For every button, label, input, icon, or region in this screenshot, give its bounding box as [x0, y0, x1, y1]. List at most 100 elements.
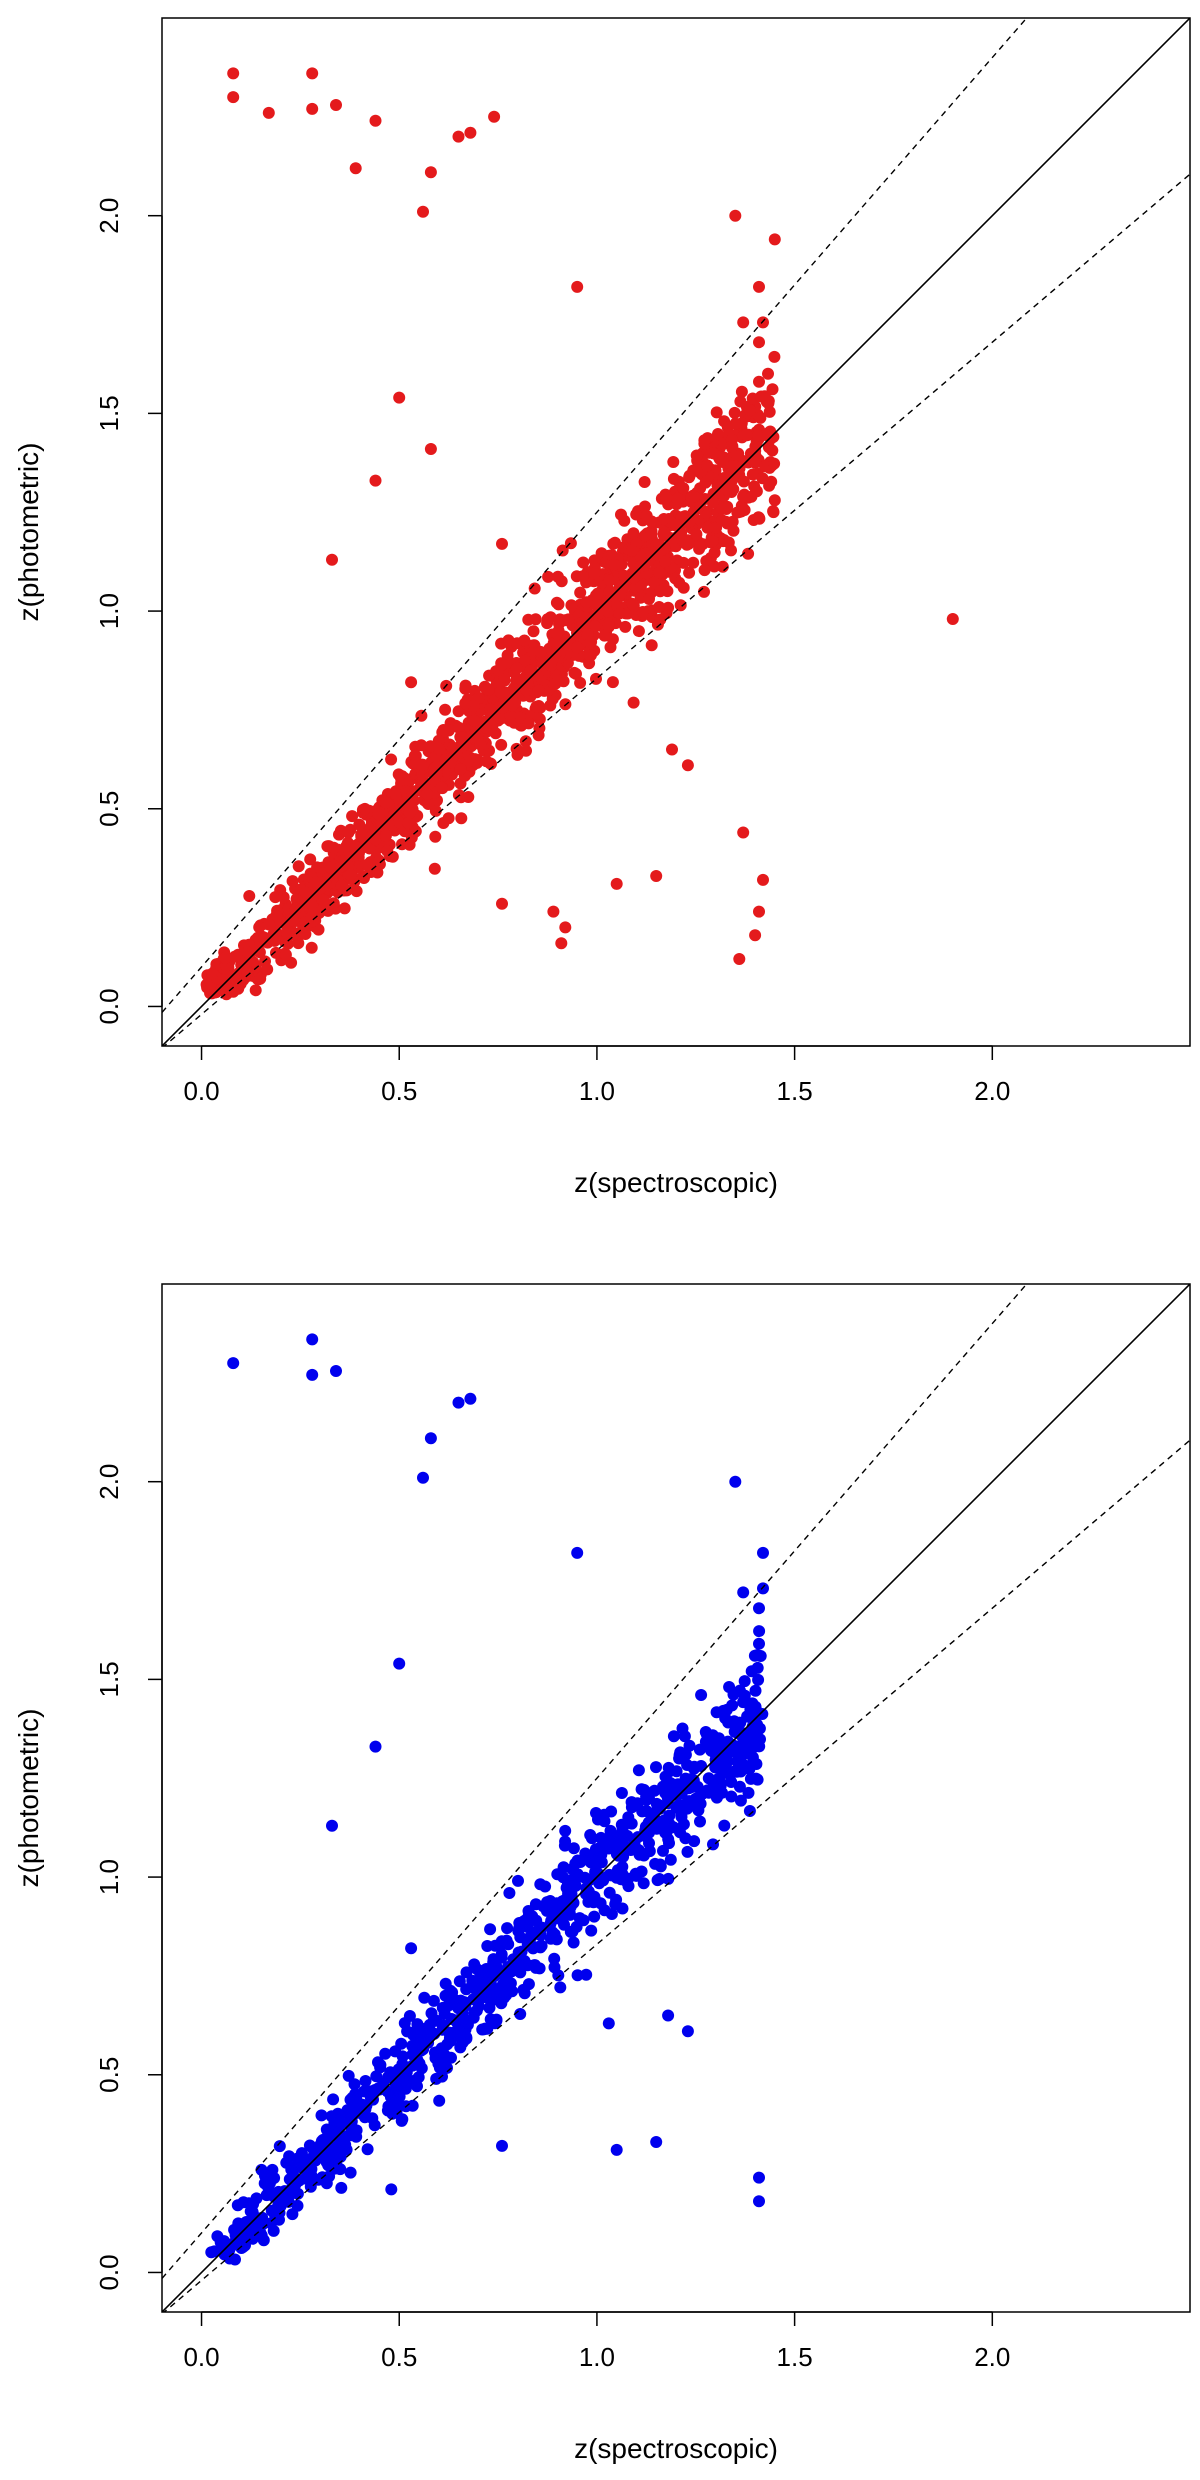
- data-point: [748, 1649, 761, 1662]
- data-point: [317, 894, 330, 906]
- data-point: [219, 952, 232, 964]
- data-point: [444, 2028, 457, 2041]
- data-point: [576, 570, 589, 583]
- data-point: [335, 2181, 348, 2194]
- data-point: [667, 472, 680, 485]
- data-point: [530, 700, 543, 713]
- data-point: [737, 1696, 750, 1709]
- y-axis-label-bottom: z(photometric): [13, 1709, 44, 1888]
- data-point: [749, 440, 762, 453]
- data-point: [512, 1874, 524, 1887]
- data-point: [327, 841, 340, 854]
- data-point: [327, 2093, 340, 2106]
- data-point: [272, 2185, 285, 2198]
- data-point: [727, 524, 740, 537]
- data-point: [522, 717, 535, 730]
- lower-dashed-line: [163, 173, 1190, 1046]
- upper-dashed-line: [162, 1284, 1028, 2279]
- data-point: [615, 1787, 628, 1799]
- data-point: [699, 1735, 712, 1748]
- data-point: [309, 876, 322, 889]
- data-point: [755, 390, 768, 403]
- data-point: [664, 1853, 677, 1866]
- data-point: [299, 886, 312, 899]
- data-point: [406, 2039, 419, 2052]
- data-point: [630, 508, 643, 521]
- data-point: [460, 1966, 473, 1979]
- data-point: [632, 1764, 645, 1777]
- data-point: [518, 634, 531, 647]
- data-point: [273, 2206, 286, 2219]
- data-point: [734, 1794, 747, 1807]
- data-point: [667, 456, 680, 468]
- data-point: [604, 641, 617, 654]
- data-point: [706, 535, 719, 548]
- data-point: [743, 1805, 756, 1817]
- data-point: [435, 781, 448, 794]
- data-point: [249, 984, 262, 997]
- outlier-point: [393, 391, 406, 404]
- data-point: [602, 620, 615, 633]
- data-point: [512, 1946, 525, 1959]
- outlier-point: [559, 921, 572, 934]
- data-point: [695, 1787, 708, 1800]
- data-point: [718, 1819, 731, 1832]
- data-point: [379, 829, 392, 842]
- data-point: [638, 476, 651, 488]
- data-point: [261, 963, 274, 976]
- data-point: [273, 2140, 286, 2153]
- data-point: [446, 1986, 459, 1999]
- data-point: [562, 613, 575, 626]
- data-point: [506, 1985, 519, 1998]
- data-point: [690, 449, 703, 462]
- data-point: [584, 1829, 597, 1841]
- outlier-point: [227, 1357, 240, 1370]
- data-point: [662, 1872, 675, 1885]
- data-point: [649, 1857, 662, 1870]
- data-point: [532, 684, 545, 697]
- data-point: [683, 471, 696, 484]
- data-point: [320, 2156, 333, 2169]
- data-point: [585, 1924, 598, 1937]
- data-point: [737, 475, 750, 488]
- data-point: [679, 1772, 692, 1785]
- data-point: [393, 816, 406, 829]
- data-point: [645, 527, 658, 540]
- data-point: [729, 417, 742, 430]
- data-point: [647, 1807, 660, 1820]
- data-point: [241, 967, 254, 980]
- x-tick-label: 2.0: [974, 2342, 1010, 2372]
- x-tick-label: 1.0: [579, 1076, 615, 1106]
- data-point: [720, 483, 733, 496]
- data-point: [584, 1856, 597, 1869]
- data-point: [269, 891, 282, 904]
- data-point: [725, 1776, 738, 1788]
- data-point: [497, 701, 510, 714]
- data-point: [246, 2232, 259, 2245]
- data-point: [707, 447, 720, 460]
- data-point: [474, 1968, 487, 1981]
- data-point: [645, 639, 658, 652]
- data-point: [439, 1977, 452, 1990]
- data-point: [603, 574, 616, 587]
- data-point: [742, 1786, 755, 1799]
- data-point: [647, 576, 660, 589]
- outlier-point: [393, 1657, 406, 1670]
- data-point: [277, 891, 290, 904]
- data-point: [751, 1661, 764, 1674]
- data-point: [667, 1730, 680, 1743]
- reference-lines-bottom: [162, 1284, 1190, 2312]
- data-point: [605, 1908, 618, 1920]
- outlier-point: [602, 2017, 615, 2030]
- data-point: [439, 703, 452, 716]
- data-point: [541, 613, 554, 626]
- data-point: [412, 2071, 425, 2084]
- data-point: [626, 544, 638, 557]
- data-point: [333, 828, 345, 841]
- outlier-point: [405, 676, 418, 689]
- data-point: [369, 833, 382, 846]
- data-point: [333, 2134, 346, 2147]
- data-point: [418, 1991, 431, 2004]
- data-point: [744, 404, 756, 417]
- data-point: [677, 482, 690, 495]
